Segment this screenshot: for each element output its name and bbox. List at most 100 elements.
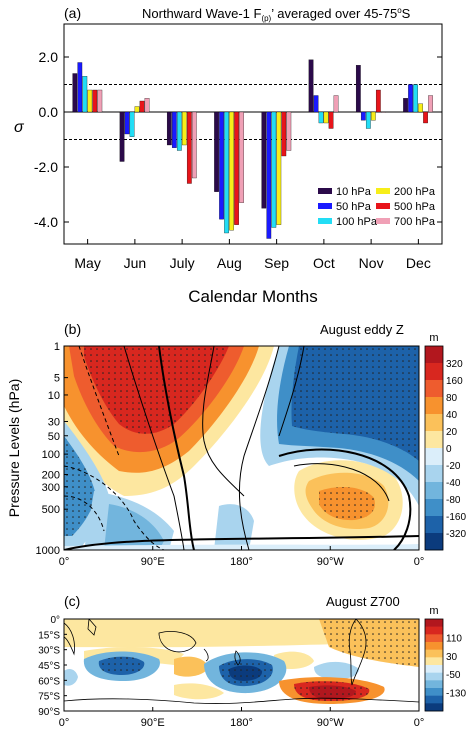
colorbar-label: 80 — [446, 393, 458, 404]
panel-c: (c) August Z700 — [38, 593, 466, 729]
y-tick-label: 75°S — [38, 692, 60, 703]
bar-Dec-200hPa — [418, 103, 423, 113]
bar-Oct-500hPa — [328, 111, 334, 129]
colorbar-swatch — [425, 657, 443, 666]
bar-July-10hPa — [166, 111, 172, 146]
colorbar-unit: m — [429, 605, 438, 617]
colorbar-label: -320 — [446, 529, 466, 540]
bar-July-500hPa — [186, 111, 192, 184]
y-tick-label: 30 — [48, 416, 60, 428]
colorbar-swatch — [425, 397, 443, 415]
bar-May-500hPa — [92, 89, 98, 113]
panel-a-label: (a) — [64, 5, 81, 21]
colorbar-swatch — [425, 346, 443, 364]
colorbar-swatch — [425, 516, 443, 534]
bar-Sep-500hPa — [281, 111, 287, 157]
panel-b: (b) August eddy Z — [6, 321, 466, 568]
x-tick-label: 90°E — [141, 556, 165, 568]
bar-Nov-200hPa — [370, 111, 376, 121]
bar-May-50hPa — [77, 62, 83, 113]
colorbar-swatch — [425, 688, 443, 696]
x-tick-label: 0° — [414, 556, 425, 568]
bar-Nov-500hPa — [375, 89, 381, 113]
panel-a-frame — [63, 23, 443, 245]
bar-Aug-100hPa — [224, 111, 229, 234]
colorbar-swatch — [425, 465, 443, 483]
colorbar-label: 40 — [446, 410, 458, 421]
panel-a-ylabel: σ — [14, 119, 25, 136]
panel-b-colorbar: m 320 160 80 40 20 0 -20 -40 -80 -160 -320 — [424, 332, 466, 551]
legend-label: 10 hPa — [336, 186, 372, 198]
legend-label: 700 hPa — [394, 216, 436, 228]
bar-Jun-700hPa — [144, 98, 150, 113]
x-tick-label: Jun — [124, 255, 147, 271]
colorbar-swatch — [425, 363, 443, 381]
y-tick-label: 15°S — [38, 630, 60, 641]
colorbar-swatch — [425, 642, 443, 650]
colorbar-swatch — [425, 533, 443, 551]
bar-Jun-50hPa — [124, 111, 130, 135]
bar-Aug-50hPa — [219, 111, 224, 220]
panel-a-bars — [72, 59, 433, 239]
colorbar-swatch — [425, 380, 443, 398]
bar-May-200hPa — [87, 89, 93, 113]
panel-a: (a) Northward Wave-1 F(p)’ averaged over… — [14, 5, 443, 306]
legend-swatch — [376, 203, 390, 209]
bar-Oct-10hPa — [308, 59, 314, 113]
colorbar-frame — [424, 345, 444, 551]
panel-a-legend: 10 hPa 200 hPa 50 hPa 500 hPa 100 hPa 700 hPa — [318, 186, 436, 228]
bar-Nov-50hPa — [360, 111, 366, 121]
bar-July-100hPa — [176, 111, 182, 151]
colorbar-swatch — [425, 649, 443, 658]
panel-c-x-ticks: 0° 90°E 180° 90°W 0° — [59, 707, 425, 729]
colorbar-label: 30 — [446, 652, 458, 663]
x-tick-label: May — [74, 255, 100, 271]
colorbar-label: -40 — [446, 478, 461, 489]
colorbar-swatch — [425, 414, 443, 432]
colorbar-label: 20 — [446, 427, 458, 438]
legend-label: 200 hPa — [394, 186, 436, 198]
x-tick-label: Nov — [359, 255, 384, 271]
x-tick-label: 0° — [59, 556, 70, 568]
bar-Aug-500hPa — [234, 111, 239, 225]
panel-c-title: August Z700 — [326, 594, 400, 609]
y-tick-label: 0° — [50, 615, 60, 626]
colorbar-label: -50 — [446, 670, 461, 681]
bar-July-700hPa — [191, 111, 197, 179]
colorbar-label: -130 — [446, 689, 466, 700]
y-tick-label: 30°S — [38, 646, 60, 657]
bar-Oct-200hPa — [323, 111, 329, 124]
panel-c-label: (c) — [64, 593, 80, 609]
panel-b-title: August eddy Z — [320, 322, 404, 337]
bar-Dec-50hPa — [408, 84, 413, 113]
bar-Jun-100hPa — [129, 111, 135, 137]
bar-Sep-100hPa — [271, 111, 277, 228]
x-tick-label: 0° — [414, 717, 425, 729]
colorbar-swatch — [425, 680, 443, 689]
colorbar-swatch — [425, 703, 443, 712]
y-tick-label: 300 — [42, 482, 60, 494]
x-tick-label: 90°W — [317, 556, 345, 568]
colorbar-label: -160 — [446, 512, 466, 523]
panel-c-map — [64, 619, 419, 711]
bar-Jun-500hPa — [139, 100, 145, 113]
colorbar-unit: m — [429, 332, 438, 344]
y-tick-label: 5 — [54, 373, 60, 385]
bar-Oct-100hPa — [318, 111, 324, 124]
colorbar-label: 320 — [446, 359, 463, 370]
y-tick-label: -2.0 — [34, 159, 58, 175]
bar-Jun-10hPa — [119, 111, 125, 162]
bar-July-200hPa — [181, 111, 187, 146]
colorbar-label: 0 — [446, 444, 452, 455]
y-tick-label: 45°S — [38, 661, 60, 672]
bar-Nov-100hPa — [365, 111, 371, 129]
legend-label: 100 hPa — [336, 216, 378, 228]
y-tick-label: 1000 — [36, 545, 60, 557]
bar-May-100hPa — [82, 76, 88, 113]
x-tick-label: 90°W — [317, 717, 345, 729]
x-tick-label: 0° — [59, 717, 70, 729]
colorbar-swatch — [425, 695, 443, 704]
colorbar-swatch — [425, 431, 443, 449]
bar-Aug-700hPa — [239, 111, 244, 203]
